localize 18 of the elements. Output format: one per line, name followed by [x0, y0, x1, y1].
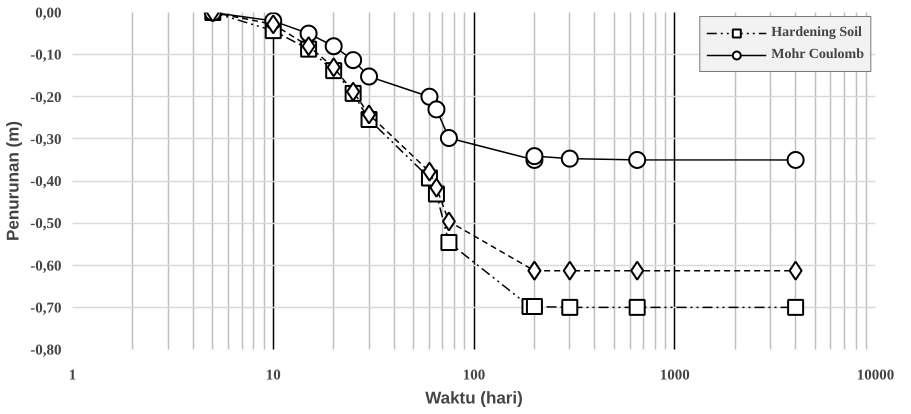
- x-tick-label: 1000: [660, 368, 690, 384]
- x-axis-title: Waktu (hari): [425, 388, 523, 408]
- y-tick-label: -0,40: [30, 174, 62, 190]
- y-tick-label: -0,50: [30, 216, 62, 232]
- y-tick-label: -0,30: [30, 132, 62, 148]
- legend-label: Hardening Soil: [771, 25, 862, 41]
- legend-label: Mohr Coulomb: [771, 47, 864, 63]
- y-tick-label: -0,20: [30, 90, 62, 106]
- y-tick-label: -0,70: [30, 300, 62, 316]
- y-tick-label: -0,10: [30, 48, 62, 64]
- x-tick-label: 10: [266, 368, 281, 384]
- y-axis-title: Penurunan (m): [3, 121, 22, 241]
- x-tick-label: 1: [68, 368, 76, 384]
- x-tick-label: 10000: [856, 368, 894, 384]
- x-tick-label: 100: [462, 368, 486, 384]
- y-tick-label: -0,60: [30, 258, 62, 274]
- y-tick-label: -0,80: [30, 342, 62, 358]
- y-tick-label: 0,00: [35, 6, 62, 22]
